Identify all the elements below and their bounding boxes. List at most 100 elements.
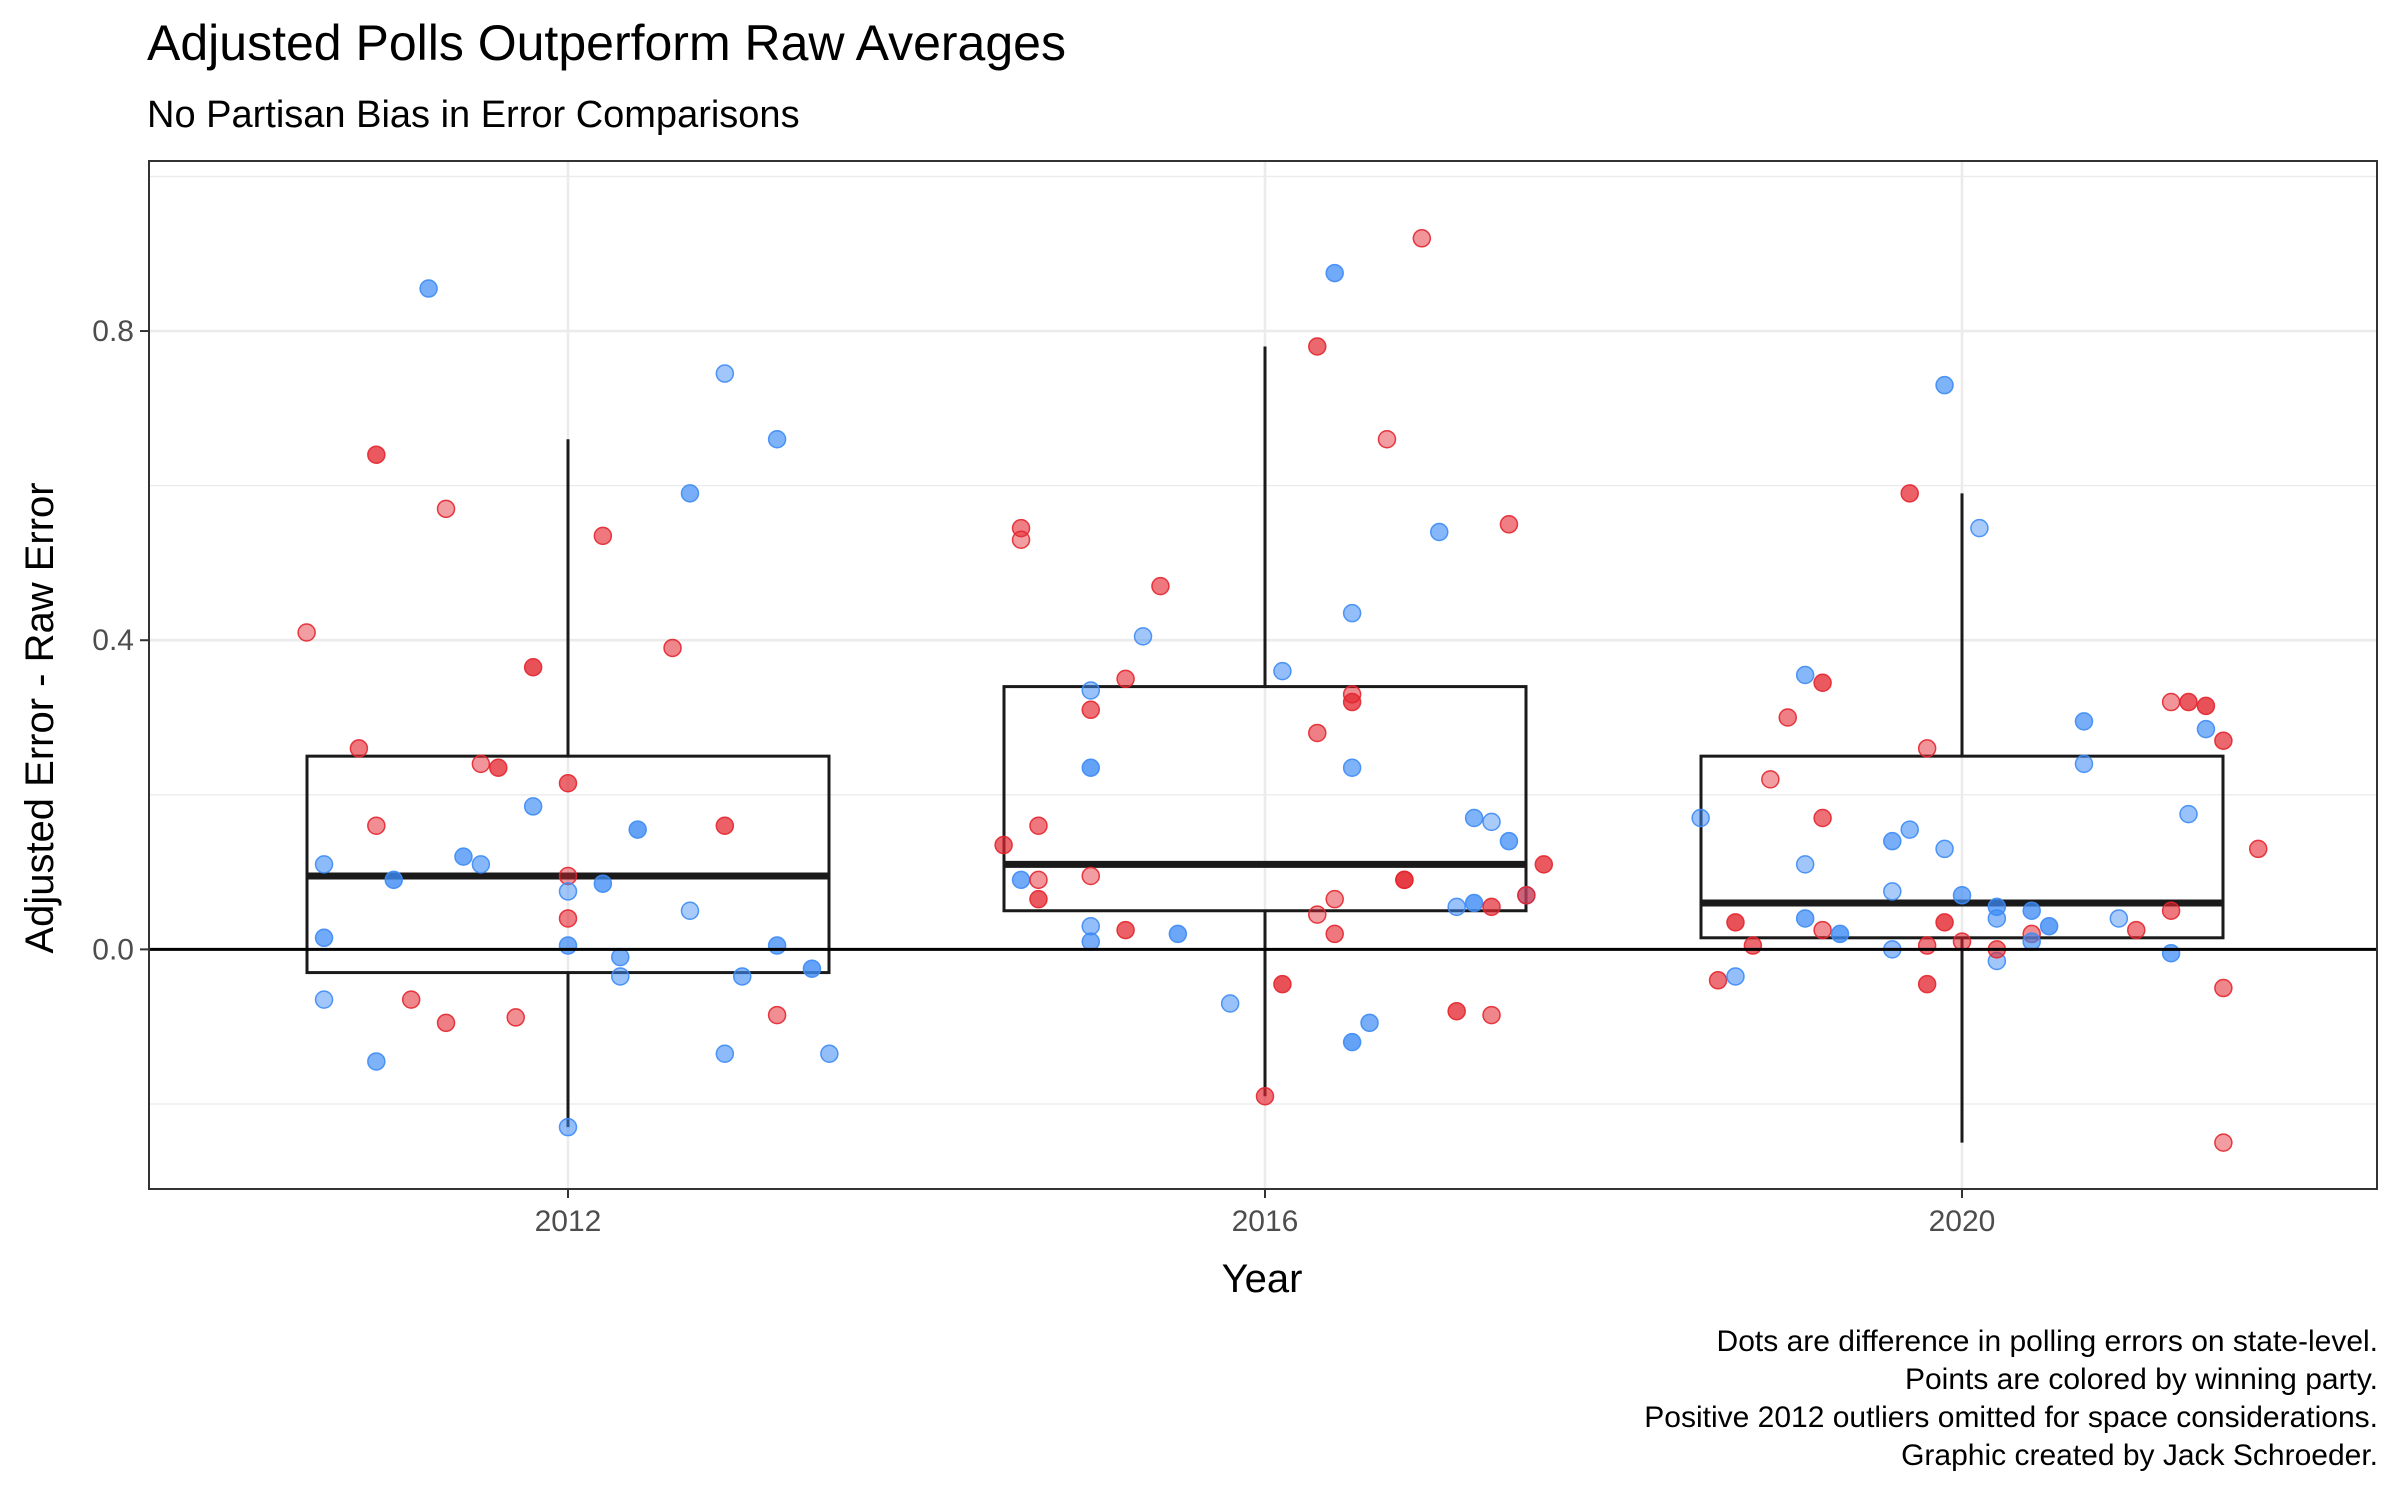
point-democrat xyxy=(367,1052,386,1071)
point-democrat xyxy=(1883,831,1902,851)
point-republican xyxy=(1273,974,1292,994)
point-democrat xyxy=(2074,754,2094,774)
caption: Dots are difference in polling errors on… xyxy=(1644,1325,2378,1472)
point-democrat xyxy=(1482,812,1501,832)
point-republican xyxy=(1517,886,1536,905)
box-iqr xyxy=(1002,685,1528,913)
point-democrat xyxy=(1011,870,1031,890)
point-republican xyxy=(1029,816,1048,835)
point-republican xyxy=(1778,708,1797,727)
point-democrat xyxy=(628,820,647,839)
point-democrat xyxy=(802,959,822,978)
point-democrat xyxy=(1795,855,1815,874)
point-democrat xyxy=(611,967,630,986)
point-democrat xyxy=(384,870,403,890)
point-republican xyxy=(489,758,508,778)
y-tick-label: 0.8 xyxy=(92,315,134,348)
box-iqr xyxy=(305,754,831,975)
point-democrat xyxy=(1342,603,1362,623)
point-republican xyxy=(349,739,369,758)
point-republican xyxy=(1342,685,1362,704)
point-republican xyxy=(1534,855,1554,874)
point-republican xyxy=(1377,430,1397,449)
point-democrat xyxy=(1081,758,1100,778)
point-democrat xyxy=(2179,804,2198,824)
point-democrat xyxy=(2022,932,2041,951)
point-democrat xyxy=(471,855,491,874)
point-republican xyxy=(1325,924,1344,944)
point-democrat xyxy=(733,967,752,986)
point-democrat xyxy=(1081,681,1100,700)
point-republican xyxy=(436,1013,456,1033)
point-republican xyxy=(471,754,491,774)
point-republican xyxy=(1447,1001,1466,1021)
point-republican xyxy=(1412,229,1432,248)
point-republican xyxy=(2248,839,2268,859)
point-republican xyxy=(436,499,456,519)
point-republican xyxy=(1116,669,1135,689)
point-republican xyxy=(1935,913,1954,932)
caption-line: Graphic created by Jack Schroeder. xyxy=(1901,1439,2378,1472)
point-republican xyxy=(523,658,543,677)
point-republican xyxy=(1813,920,1832,940)
point-republican xyxy=(1900,484,1919,503)
panel-border xyxy=(148,160,2378,1190)
point-democrat xyxy=(2022,901,2041,920)
point-democrat xyxy=(1795,665,1815,685)
point-democrat xyxy=(558,936,578,955)
point-democrat xyxy=(314,990,334,1009)
point-democrat xyxy=(1464,893,1484,913)
point-republican xyxy=(1813,673,1832,692)
point-democrat xyxy=(767,936,787,955)
point-republican xyxy=(1395,870,1414,890)
point-republican xyxy=(715,816,735,835)
point-democrat xyxy=(2074,712,2094,731)
point-republican xyxy=(2179,692,2198,712)
point-democrat xyxy=(1325,263,1344,283)
point-democrat xyxy=(1168,924,1188,944)
point-republican xyxy=(1499,515,1519,534)
point-republican xyxy=(2214,978,2233,998)
caption-line: Positive 2012 outliers omitted for space… xyxy=(1644,1401,2378,1434)
caption-line: Points are colored by winning party. xyxy=(1905,1363,2378,1396)
point-republican xyxy=(297,623,316,642)
point-democrat xyxy=(1342,758,1362,778)
y-tick-label: 0.0 xyxy=(92,933,134,966)
point-republican xyxy=(994,835,1013,855)
point-democrat xyxy=(558,882,578,901)
point-democrat xyxy=(1499,831,1519,851)
point-democrat xyxy=(1081,932,1100,951)
point-democrat xyxy=(419,279,438,298)
point-republican xyxy=(558,866,578,886)
point-democrat xyxy=(1342,1032,1362,1052)
point-republican xyxy=(1708,971,1728,990)
point-democrat xyxy=(1900,820,1919,839)
point-republican xyxy=(1308,723,1327,743)
point-republican xyxy=(558,909,578,928)
point-republican xyxy=(2127,920,2146,940)
point-democrat xyxy=(523,797,543,816)
point-democrat xyxy=(1935,839,1954,859)
point-democrat xyxy=(1935,375,1954,395)
point-democrat xyxy=(558,1117,578,1137)
point-democrat xyxy=(1430,522,1449,542)
point-republican xyxy=(1726,913,1745,932)
point-democrat xyxy=(1691,808,1710,828)
point-republican xyxy=(1325,889,1344,909)
x-tick-label: 2016 xyxy=(1232,1205,1299,1238)
y-tick-label: 0.4 xyxy=(92,624,134,657)
caption-line: Dots are difference in polling errors on… xyxy=(1717,1325,2378,1358)
point-democrat xyxy=(2039,916,2059,936)
tick-layer: 0.0 0.4 0.8 2012 2016 2020 xyxy=(92,315,1995,1238)
point-democrat xyxy=(2196,719,2216,739)
point-democrat xyxy=(314,928,334,948)
point-democrat xyxy=(1447,897,1466,917)
point-republican xyxy=(1482,897,1501,917)
point-democrat xyxy=(1726,967,1745,986)
point-democrat xyxy=(1830,924,1850,944)
x-tick-label: 2012 xyxy=(535,1205,602,1238)
point-republican xyxy=(1761,770,1780,789)
point-republican xyxy=(558,773,578,793)
point-democrat xyxy=(1987,897,2007,917)
point-democrat xyxy=(454,847,473,866)
